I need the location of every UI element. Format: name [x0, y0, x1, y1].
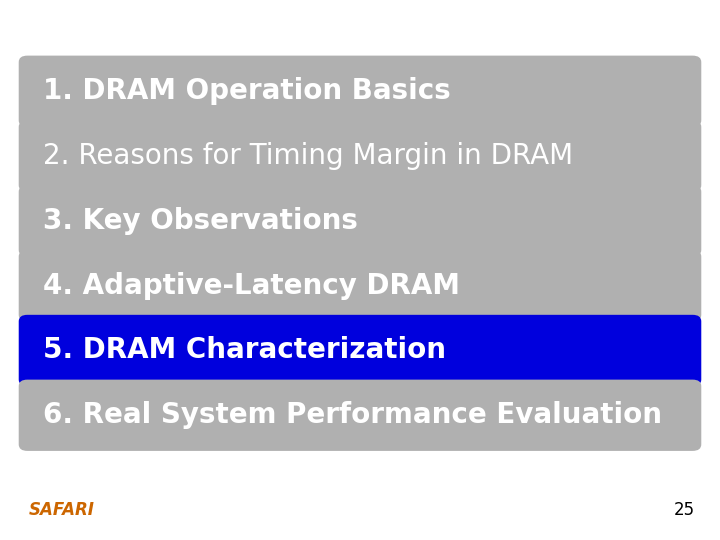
Text: 3. Key Observations: 3. Key Observations: [43, 207, 358, 235]
Text: 2. Reasons for Timing Margin in DRAM: 2. Reasons for Timing Margin in DRAM: [43, 142, 573, 170]
FancyBboxPatch shape: [19, 315, 701, 386]
Text: 4. Adaptive-Latency DRAM: 4. Adaptive-Latency DRAM: [43, 272, 460, 300]
FancyBboxPatch shape: [19, 120, 701, 192]
FancyBboxPatch shape: [19, 250, 701, 321]
Text: 6. Real System Performance Evaluation: 6. Real System Performance Evaluation: [43, 401, 662, 429]
FancyBboxPatch shape: [19, 380, 701, 451]
FancyBboxPatch shape: [19, 185, 701, 256]
Text: SAFARI: SAFARI: [29, 502, 94, 519]
Text: 5. DRAM Characterization: 5. DRAM Characterization: [43, 336, 446, 365]
FancyBboxPatch shape: [19, 56, 701, 127]
Text: 1. DRAM Operation Basics: 1. DRAM Operation Basics: [43, 77, 451, 105]
Text: 25: 25: [674, 502, 695, 519]
